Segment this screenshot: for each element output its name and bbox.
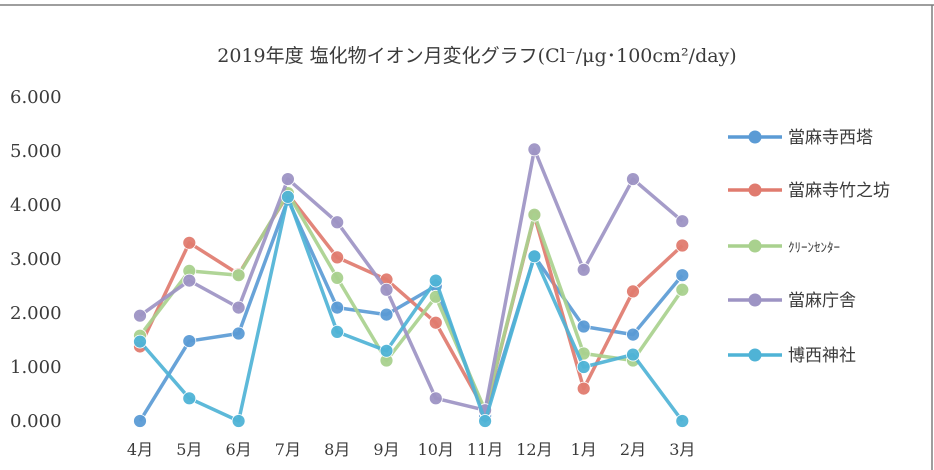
- data-point: [478, 414, 493, 428]
- legend-label: 當麻庁舎: [788, 291, 856, 311]
- data-point: [576, 381, 591, 396]
- y-axis: 0.000 1.000 2.000 3.000 4.000 5.000 6.000: [10, 87, 62, 432]
- data-point: [675, 268, 690, 283]
- data-point: [527, 249, 542, 264]
- data-point: [182, 273, 197, 288]
- data-point: [133, 308, 147, 323]
- data-point: [379, 282, 394, 297]
- legend-item: 當麻庁舎: [728, 291, 856, 311]
- data-point: [675, 282, 690, 297]
- y-tick-label: 4.000: [10, 195, 62, 216]
- x-tick-label: 3月: [669, 440, 695, 459]
- data-point: [428, 315, 443, 330]
- data-point: [231, 414, 246, 428]
- data-point: [379, 307, 394, 322]
- data-point: [379, 343, 394, 358]
- data-point: [280, 172, 295, 186]
- legend-swatch-marker: [748, 348, 762, 362]
- legend-label: 博西神社: [788, 346, 856, 366]
- series-layer: [133, 142, 690, 428]
- data-point: [133, 334, 147, 349]
- series-group: [133, 187, 690, 419]
- series-line: [138, 195, 684, 423]
- data-point: [182, 235, 197, 250]
- y-tick-label: 0.000: [10, 411, 62, 432]
- data-point: [626, 327, 640, 342]
- series-line: [138, 147, 684, 412]
- data-point: [182, 334, 197, 348]
- data-point: [675, 414, 690, 428]
- data-point: [527, 207, 542, 222]
- x-tick-label: 11月: [467, 440, 503, 459]
- legend-swatch-marker: [748, 183, 762, 197]
- y-tick-label: 1.000: [10, 357, 62, 378]
- x-tick-label: 9月: [373, 440, 399, 459]
- y-tick-label: 5.000: [10, 141, 62, 162]
- data-point: [428, 391, 443, 406]
- data-point: [231, 268, 246, 283]
- data-point: [576, 360, 591, 374]
- series-line: [138, 191, 684, 412]
- legend-item: 當麻寺西塔: [728, 128, 873, 148]
- data-point: [182, 391, 197, 406]
- data-point: [280, 189, 295, 204]
- legend-label: ｸﾘｰﾝｾﾝﾀｰ: [788, 241, 840, 256]
- legend-swatch-marker: [748, 293, 762, 307]
- x-axis: 4月 5月 6月 7月 8月 9月 10月 11月 12月 1月 2月 3月: [127, 440, 695, 459]
- y-tick-label: 3.000: [10, 249, 62, 270]
- data-point: [576, 262, 591, 277]
- series-line: [138, 197, 684, 422]
- x-tick-label: 8月: [324, 440, 350, 459]
- data-point: [330, 270, 345, 285]
- legend-label: 當麻寺竹之坊: [788, 181, 890, 201]
- x-tick-label: 10月: [418, 440, 454, 459]
- legend-item: 當麻寺竹之坊: [728, 181, 890, 201]
- data-point: [330, 324, 345, 339]
- data-point: [231, 326, 246, 341]
- data-point: [330, 250, 345, 265]
- y-tick-label: 2.000: [10, 303, 62, 324]
- legend-swatch-marker: [748, 239, 762, 253]
- x-tick-label: 4月: [127, 440, 153, 459]
- x-tick-label: 5月: [176, 440, 202, 459]
- data-point: [626, 172, 640, 186]
- x-tick-label: 2月: [620, 440, 646, 459]
- data-point: [675, 214, 690, 229]
- series-group: [133, 189, 690, 428]
- chart-title: 2019年度 塩化物イオン月変化グラフ(Cl⁻/μg･100cm²/day): [217, 45, 736, 67]
- data-point: [133, 414, 147, 428]
- series-group: [133, 142, 690, 418]
- data-point: [576, 319, 591, 334]
- data-point: [527, 142, 542, 157]
- legend-swatch-marker: [748, 130, 762, 144]
- data-point: [330, 215, 345, 230]
- data-point: [626, 347, 640, 362]
- x-tick-label: 12月: [516, 440, 552, 459]
- y-tick-label: 6.000: [10, 87, 62, 108]
- series-line: [138, 192, 684, 414]
- x-tick-label: 1月: [571, 440, 597, 459]
- data-point: [231, 300, 246, 315]
- data-point: [675, 238, 690, 253]
- legend-item: 博西神社: [728, 346, 856, 366]
- legend-label: 當麻寺西塔: [788, 128, 873, 148]
- data-point: [428, 273, 443, 288]
- data-point: [626, 284, 640, 299]
- data-point: [330, 300, 345, 315]
- x-tick-label: 6月: [226, 440, 252, 459]
- legend-item: ｸﾘｰﾝｾﾝﾀｰ: [728, 239, 840, 256]
- x-tick-label: 7月: [275, 440, 301, 459]
